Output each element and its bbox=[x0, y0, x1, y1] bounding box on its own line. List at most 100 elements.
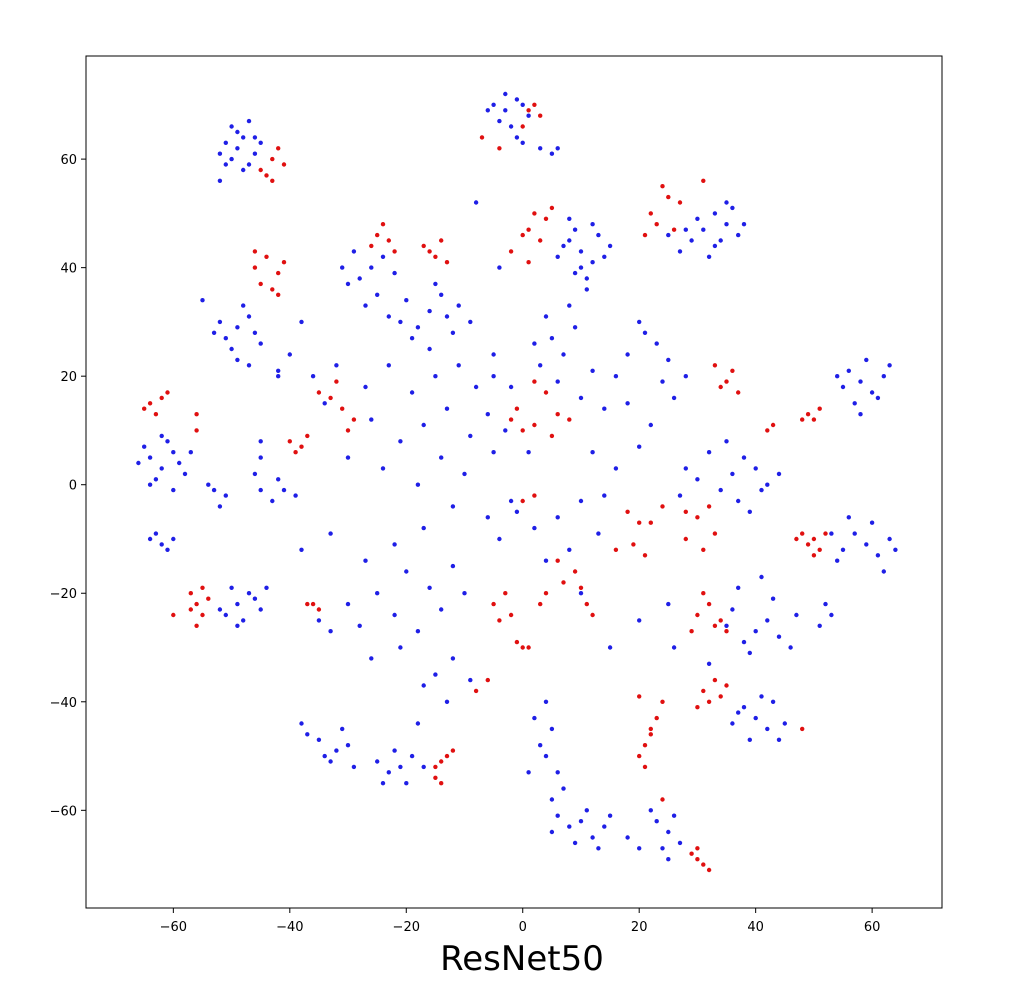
blue-point bbox=[503, 91, 508, 97]
blue-point bbox=[625, 835, 630, 840]
blue-point bbox=[794, 612, 799, 618]
blue-point bbox=[572, 840, 578, 846]
blue-point bbox=[706, 450, 712, 455]
blue-point bbox=[316, 737, 322, 742]
red-point bbox=[439, 759, 444, 764]
red-point bbox=[631, 542, 636, 547]
red-point bbox=[701, 862, 706, 867]
red-point bbox=[369, 243, 374, 249]
blue-point bbox=[439, 292, 444, 297]
blue-point bbox=[596, 846, 601, 851]
red-point bbox=[811, 536, 817, 542]
blue-point bbox=[392, 612, 397, 618]
blue-point bbox=[637, 846, 642, 851]
red-point bbox=[689, 629, 694, 634]
blue-point bbox=[229, 346, 234, 352]
blue-point bbox=[276, 477, 281, 482]
blue-point bbox=[747, 737, 752, 742]
blue-point bbox=[316, 618, 322, 623]
blue-point bbox=[252, 330, 258, 335]
red-point bbox=[730, 368, 735, 373]
blue-point bbox=[473, 200, 479, 205]
blue-point bbox=[561, 243, 566, 249]
blue-point bbox=[450, 330, 456, 335]
blue-point bbox=[689, 238, 694, 243]
blue-point bbox=[671, 813, 677, 818]
blue-point bbox=[276, 368, 281, 373]
red-point bbox=[718, 694, 723, 699]
blue-point bbox=[741, 705, 747, 710]
blue-point bbox=[322, 401, 327, 406]
red-point bbox=[817, 406, 822, 411]
blue-point bbox=[858, 379, 863, 384]
blue-point bbox=[217, 151, 223, 156]
blue-point bbox=[252, 135, 258, 140]
red-point bbox=[514, 639, 520, 645]
blue-point bbox=[666, 601, 671, 607]
blue-point bbox=[671, 395, 677, 401]
blue-point bbox=[386, 770, 391, 775]
red-point bbox=[194, 601, 199, 607]
red-point bbox=[532, 493, 537, 498]
blue-point bbox=[776, 471, 782, 477]
blue-point bbox=[287, 352, 292, 357]
blue-point bbox=[241, 303, 246, 308]
blue-point bbox=[532, 341, 537, 346]
blue-point bbox=[625, 352, 630, 357]
red-point bbox=[252, 265, 258, 270]
blue-point bbox=[147, 455, 153, 460]
blue-point bbox=[683, 227, 688, 232]
blue-point bbox=[159, 542, 164, 547]
blue-point bbox=[538, 146, 543, 151]
blue-point bbox=[328, 629, 333, 634]
blue-point bbox=[450, 656, 456, 661]
red-point bbox=[590, 612, 595, 618]
blue-point bbox=[747, 650, 752, 656]
blue-point bbox=[549, 336, 555, 341]
blue-point bbox=[677, 493, 683, 498]
blue-point bbox=[852, 531, 857, 536]
blue-point bbox=[345, 455, 351, 460]
y-tick-label: −20 bbox=[50, 587, 77, 602]
red-point bbox=[549, 205, 555, 211]
blue-point bbox=[549, 829, 555, 835]
x-tick-label: 20 bbox=[631, 920, 648, 935]
blue-point bbox=[293, 493, 298, 498]
blue-point bbox=[724, 200, 729, 205]
red-point bbox=[526, 645, 531, 650]
red-point bbox=[351, 417, 357, 422]
blue-point bbox=[328, 531, 333, 536]
red-point bbox=[159, 395, 164, 401]
blue-point bbox=[706, 254, 712, 259]
blue-point bbox=[538, 743, 543, 748]
blue-point bbox=[433, 374, 438, 379]
blue-point bbox=[299, 721, 304, 726]
blue-point bbox=[730, 471, 735, 477]
red-point bbox=[433, 254, 438, 259]
blue-point bbox=[252, 471, 258, 477]
blue-point bbox=[375, 292, 380, 297]
blue-point bbox=[526, 450, 531, 455]
blue-point bbox=[666, 232, 671, 238]
red-point bbox=[299, 444, 304, 449]
blue-point bbox=[817, 623, 822, 628]
red-point bbox=[287, 439, 292, 444]
blue-point bbox=[607, 243, 613, 249]
red-point bbox=[794, 536, 799, 542]
blue-point bbox=[596, 232, 601, 238]
blue-point bbox=[572, 270, 578, 276]
blue-point bbox=[526, 113, 531, 118]
blue-point bbox=[217, 319, 223, 325]
red-point bbox=[188, 591, 193, 596]
red-point bbox=[805, 412, 811, 417]
blue-point bbox=[736, 710, 741, 715]
blue-point bbox=[415, 325, 421, 330]
red-point bbox=[811, 553, 817, 558]
blue-point bbox=[241, 167, 246, 173]
blue-point bbox=[409, 336, 415, 341]
red-point bbox=[479, 135, 485, 140]
red-point bbox=[642, 232, 648, 238]
blue-point bbox=[596, 531, 601, 536]
blue-point bbox=[782, 721, 787, 726]
red-point bbox=[706, 867, 712, 873]
